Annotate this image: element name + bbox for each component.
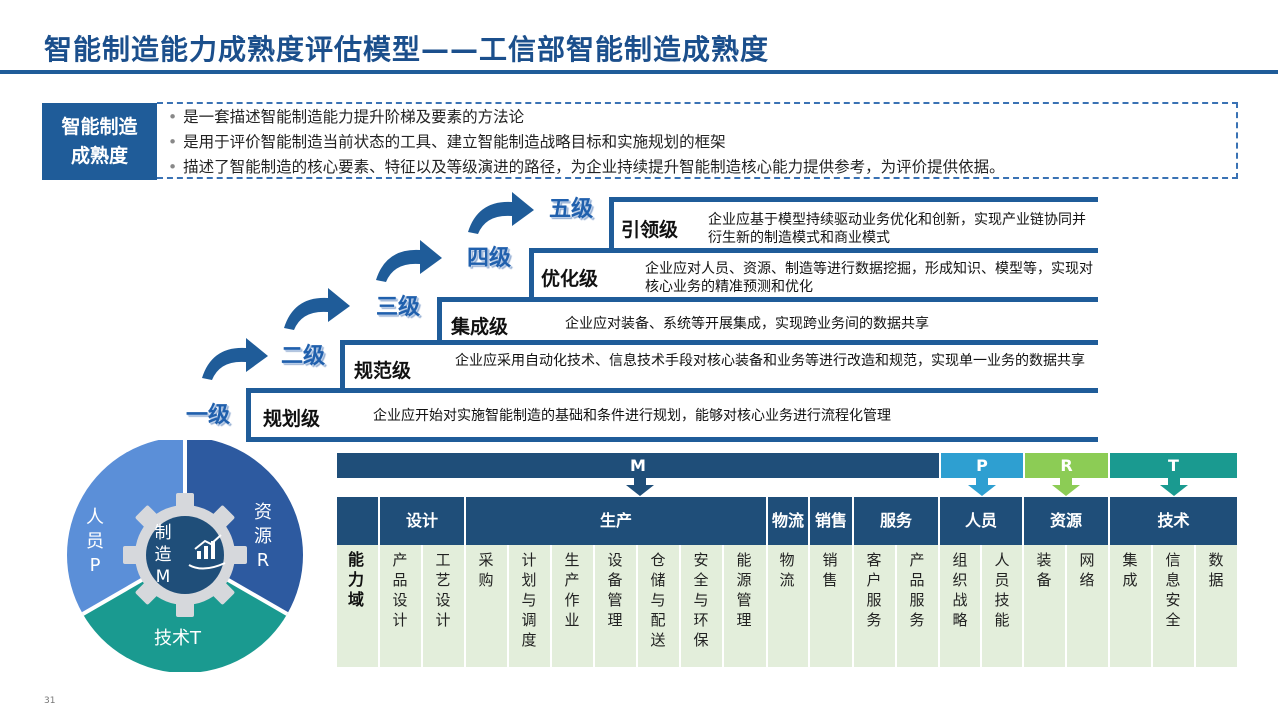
header-people: 人员 xyxy=(964,511,997,530)
capability-domains-band xyxy=(337,545,1237,667)
domain-cell: 人员技能 xyxy=(994,551,1010,629)
domain-cell: 产品服务 xyxy=(909,551,925,629)
domain-cell: 装备 xyxy=(1036,551,1052,589)
definition-bullet: • 是用于评价智能制造当前状态的工具、建立智能制造战略目标和实施规划的框架 xyxy=(168,133,726,151)
domain-cell: 销售 xyxy=(822,551,838,589)
domain-cell: 计划与调度 xyxy=(521,551,537,649)
header-technology: 技术 xyxy=(1157,511,1190,530)
level-1-name: 规划级 xyxy=(263,408,321,430)
bar-manufacturing: M xyxy=(337,453,939,478)
header-production: 生产 xyxy=(599,511,632,530)
page-title: 智能制造能力成熟度评估模型——工信部智能制造成熟度 xyxy=(44,33,770,66)
domain-cell: 产品设计 xyxy=(392,551,408,629)
domain-cell: 安全与环保 xyxy=(693,551,709,649)
definition-bullet: • 是一套描述智能制造能力提升阶梯及要素的方法论 xyxy=(168,108,525,126)
down-arrow-icon xyxy=(968,478,996,496)
domain-cell: 设备管理 xyxy=(607,551,623,629)
bar-people: P xyxy=(941,453,1023,478)
page-number: 31 xyxy=(44,696,56,706)
capability-header-band xyxy=(337,497,1237,545)
stair-level-3 xyxy=(437,297,1098,343)
header-logistics: 物流 xyxy=(771,511,804,530)
definition-frame xyxy=(157,102,1238,179)
definition-bullet: • 描述了智能制造的核心要素、特征以及等级演进的路径，为企业持续提升智能制造核心能… xyxy=(168,158,1005,176)
curved-arrow-icon xyxy=(376,240,442,282)
level-4-desc: 企业应对人员、资源、制造等进行数据挖掘，形成知识、模型等，实现对核心业务的精准预… xyxy=(645,261,1093,295)
level-5-name: 引领级 xyxy=(621,219,679,241)
bar-resources: R xyxy=(1025,453,1108,478)
down-arrow-icon xyxy=(626,478,654,496)
stair-level-5 xyxy=(609,197,1098,253)
step-label-2: 二级 xyxy=(281,344,326,369)
domain-cell: 客户服务 xyxy=(866,551,882,629)
level-5-desc: 企业应基于模型持续驱动业务优化和创新，实现产业链协同并衍生新的制造模式和商业模式 xyxy=(708,212,1086,246)
domain-cell: 物流 xyxy=(779,551,795,589)
step-label-5: 五级 xyxy=(549,197,594,222)
domain-cell: 采购 xyxy=(478,551,494,589)
definition-label: 智能制造 成熟度 xyxy=(42,103,157,180)
title-underline xyxy=(0,70,1278,74)
domain-cell: 集成 xyxy=(1122,551,1138,589)
definition-label-line1: 智能制造 xyxy=(61,115,138,138)
domain-cell: 仓储与配送 xyxy=(650,551,666,649)
domain-cell: 信息安全 xyxy=(1165,551,1181,629)
curved-arrow-icon xyxy=(202,338,268,380)
domain-cell: 组织战略 xyxy=(952,551,968,629)
domain-cell: 数据 xyxy=(1208,551,1224,589)
curved-arrow-icon xyxy=(284,288,350,330)
step-label-4: 四级 xyxy=(467,246,512,271)
pmrt-gear-diagram xyxy=(66,440,304,672)
down-arrow-icon xyxy=(1160,478,1188,496)
level-3-desc: 企业应对装备、系统等开展集成，实现跨业务间的数据共享 xyxy=(565,316,929,332)
stair-level-4 xyxy=(529,248,1098,303)
bar-technology: T xyxy=(1110,453,1237,478)
level-2-name: 规范级 xyxy=(354,360,412,382)
stair-level-2 xyxy=(340,340,1098,392)
domain-cell: 工艺设计 xyxy=(435,551,451,629)
step-arrows xyxy=(202,192,534,380)
header-sales: 销售 xyxy=(814,511,847,530)
level-2-desc: 企业应采用自动化技术、信息技术手段对核心装备和业务等进行改造和规范，实现单一业务… xyxy=(455,353,1085,369)
step-label-1: 一级 xyxy=(186,403,231,428)
header-resources: 资源 xyxy=(1049,511,1082,530)
stair-level-1 xyxy=(246,388,1098,442)
domain-cell: 能源管理 xyxy=(736,551,752,629)
domain-cell: 网络 xyxy=(1079,551,1095,589)
header-design: 设计 xyxy=(405,511,438,530)
level-4-name: 优化级 xyxy=(541,268,599,290)
step-label-3: 三级 xyxy=(376,295,421,320)
domain-cell: 生产作业 xyxy=(564,551,580,629)
down-arrow-icon xyxy=(1052,478,1080,496)
definition-label-line2: 成熟度 xyxy=(70,144,128,167)
level-3-name: 集成级 xyxy=(451,316,509,338)
header-service: 服务 xyxy=(879,511,912,530)
level-1-desc: 企业应开始对实施智能制造的基础和条件进行规划，能够对核心业务进行流程化管理 xyxy=(373,408,891,424)
gear-icon xyxy=(123,493,247,617)
gear-tech-label: 技术T xyxy=(154,628,201,649)
capability-domain-row-label: 能力域 xyxy=(347,550,364,609)
curved-arrow-icon xyxy=(468,192,534,234)
growth-chart-icon xyxy=(188,534,226,570)
